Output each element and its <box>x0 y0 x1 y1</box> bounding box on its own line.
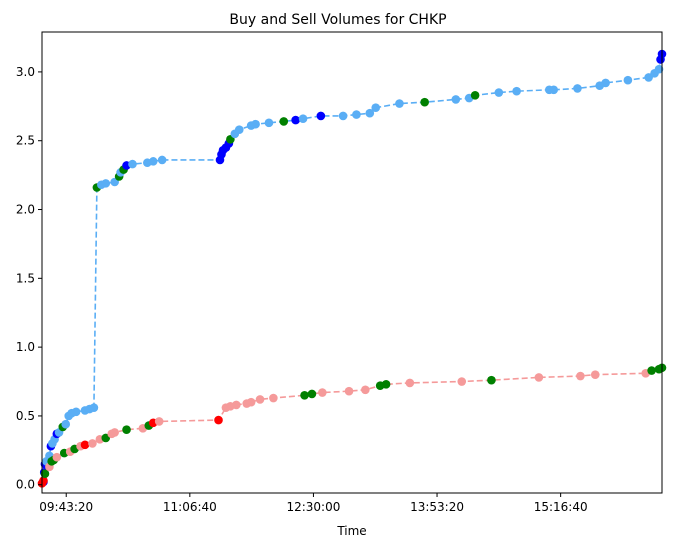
data-point-s2-37 <box>381 379 391 389</box>
y-tick-label-6: 2.5 <box>16 134 35 148</box>
x-tick-label-3: 12:30:00 <box>286 500 340 514</box>
data-point-s1-30 <box>157 155 167 165</box>
series-line-2 <box>41 367 663 484</box>
y-tick-label-7: 3.0 <box>16 65 35 79</box>
x-tick-label-4: 13:53:20 <box>410 500 464 514</box>
data-point-s1-18 <box>89 403 99 412</box>
y-tick-label-2: 0.5 <box>16 409 35 423</box>
plot-area-frame <box>41 31 663 494</box>
x-axis: 09:43:20 11:06:40 12:30:00 13:53:20 15:16:40 <box>39 493 588 514</box>
y-tick-label-1: 0.0 <box>16 478 35 492</box>
data-point-s2-41 <box>534 373 544 382</box>
data-point-s2-34 <box>344 386 354 396</box>
series-line-1 <box>42 53 663 483</box>
series-points <box>37 49 667 488</box>
data-point-s1-41 <box>264 118 274 128</box>
data-point-s1-65 <box>654 64 664 74</box>
y-axis: 0.0 0.5 1.0 1.5 2.0 2.5 3.0 <box>16 65 42 492</box>
data-point-s1-54 <box>470 91 480 100</box>
data-point-s2-2 <box>39 476 48 485</box>
data-point-s1-27 <box>128 159 137 169</box>
data-point-s1-42 <box>279 117 289 126</box>
data-point-s1-51 <box>420 97 429 107</box>
data-point-s1-56 <box>512 86 521 96</box>
data-point-s1-62 <box>623 75 633 85</box>
data-point-s2-43 <box>590 370 600 379</box>
data-point-s2-23 <box>214 415 223 425</box>
data-point-s2-7 <box>52 452 62 462</box>
data-point-s1-58 <box>549 85 559 95</box>
y-tick-label-5: 2.0 <box>16 203 35 217</box>
data-point-s2-33 <box>318 388 327 397</box>
x-tick-label-1: 09:43:20 <box>39 500 93 514</box>
data-point-s2-40 <box>487 375 496 385</box>
data-point-s1-12 <box>61 419 71 429</box>
data-point-s2-13 <box>88 439 97 448</box>
data-point-s1-47 <box>352 110 361 119</box>
data-point-s1-46 <box>338 111 348 121</box>
data-point-s1-50 <box>395 99 404 108</box>
data-point-s1-29 <box>148 157 158 166</box>
x-axis-label: Time <box>336 524 366 538</box>
chart-title: Buy and Sell Volumes for CHKP <box>229 12 446 28</box>
data-point-s2-45 <box>647 366 656 375</box>
x-tick-label-5: 15:16:40 <box>534 500 588 514</box>
data-point-s2-17 <box>110 428 119 437</box>
data-point-s1-21 <box>101 179 111 188</box>
data-point-s1-43 <box>291 115 300 125</box>
data-point-s2-32 <box>307 389 317 399</box>
data-point-s1-45 <box>316 111 326 121</box>
data-point-s2-42 <box>576 371 585 381</box>
data-point-s1-48 <box>365 108 375 118</box>
data-point-s2-30 <box>269 393 278 403</box>
data-point-s1-52 <box>451 95 461 104</box>
data-point-s2-12 <box>80 440 90 450</box>
data-point-s2-18 <box>122 425 131 435</box>
data-point-s1-15 <box>71 407 81 417</box>
data-point-s2-26 <box>232 400 241 410</box>
data-point-s1-59 <box>573 84 582 93</box>
data-point-s2-3 <box>40 469 50 479</box>
data-point-s1-40 <box>251 119 260 129</box>
x-tick-label-2: 11:06:40 <box>163 500 217 514</box>
data-point-s2-28 <box>246 397 256 407</box>
data-point-s1-61 <box>601 78 610 88</box>
series-lines <box>41 53 663 484</box>
data-point-s2-29 <box>255 395 265 404</box>
y-tick-label-3: 1.0 <box>16 340 35 354</box>
data-point-s2-35 <box>361 385 370 395</box>
data-point-s1-44 <box>298 114 308 123</box>
data-point-s1-38 <box>234 125 244 134</box>
data-point-s2-22 <box>154 417 164 426</box>
data-point-s2-39 <box>457 377 467 386</box>
data-point-s2-38 <box>405 378 415 388</box>
data-point-s2-31 <box>300 391 309 400</box>
y-tick-label-4: 1.5 <box>16 271 35 285</box>
data-point-s1-49 <box>371 103 381 112</box>
data-point-s1-55 <box>494 88 504 97</box>
